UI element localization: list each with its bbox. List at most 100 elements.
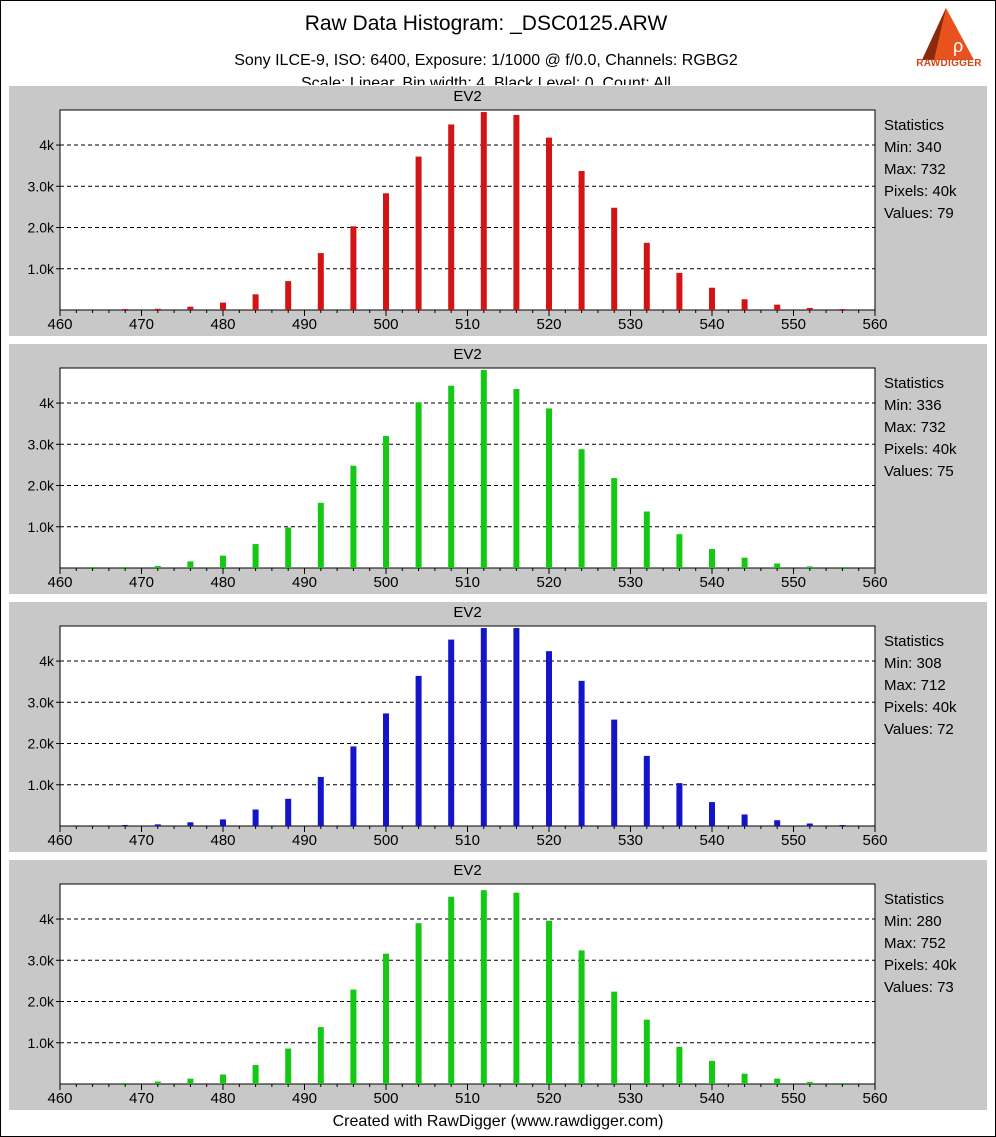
histogram-bar	[285, 1048, 292, 1084]
histogram-bar	[122, 309, 129, 310]
histogram-bar	[187, 561, 194, 568]
histogram-bar	[220, 555, 226, 568]
chart-subtitle: Sony ILCE-9, ISO: 6400, Exposure: 1/1000…	[234, 52, 738, 69]
stats-values: Values: 72	[884, 721, 954, 738]
histogram-bar	[546, 408, 552, 568]
histogram-bar	[774, 1078, 781, 1084]
histogram-bar	[709, 802, 715, 826]
histogram-bar	[317, 253, 324, 310]
x-tick-label: 510	[455, 574, 480, 591]
histogram-bar	[839, 825, 846, 826]
x-tick-label: 500	[373, 316, 398, 333]
x-tick-label: 490	[292, 1090, 317, 1107]
y-tick-label: 1.0k	[28, 777, 55, 793]
y-tick-label: 2.0k	[28, 478, 55, 494]
plot-area	[59, 625, 876, 827]
histogram-bar	[285, 527, 292, 568]
histogram-bar	[448, 896, 455, 1084]
stats-pixels: Pixels: 40k	[884, 699, 957, 716]
histogram-bar	[154, 308, 161, 310]
histogram-bar	[839, 567, 846, 568]
x-tick-label: 460	[47, 574, 72, 591]
histogram-bar	[643, 511, 650, 568]
histogram-bar	[643, 1019, 650, 1084]
y-tick-label: 3.0k	[28, 178, 55, 194]
x-tick-label: 550	[781, 1090, 806, 1107]
footer-credit: Created with RawDigger (www.rawdigger.co…	[332, 1113, 664, 1130]
histogram-bar	[220, 302, 226, 310]
histogram-bar	[383, 953, 389, 1084]
stats-heading: Statistics	[884, 891, 944, 908]
histogram-bar	[154, 565, 161, 568]
x-tick-label: 490	[292, 316, 317, 333]
histogram-bar	[122, 1083, 129, 1084]
y-tick-label: 3.0k	[28, 436, 55, 452]
stats-heading: Statistics	[884, 117, 944, 134]
panel-title: EV2	[453, 346, 481, 363]
y-tick-label: 4k	[39, 395, 55, 411]
plot-area	[59, 883, 876, 1085]
histogram-bar	[252, 809, 259, 826]
histogram-bar	[611, 207, 618, 310]
x-tick-label: 480	[210, 832, 235, 849]
stats-values: Values: 79	[884, 205, 954, 222]
histogram-bar	[285, 798, 292, 826]
histogram-bar	[741, 814, 748, 826]
y-tick-label: 2.0k	[28, 994, 55, 1010]
histogram-bar	[643, 755, 650, 826]
histogram-bar	[839, 309, 846, 310]
plot-area	[59, 367, 876, 569]
y-tick-label: 2.0k	[28, 736, 55, 752]
histogram-bar	[676, 783, 683, 826]
x-tick-label: 530	[618, 574, 643, 591]
panel-title: EV2	[453, 604, 481, 621]
x-tick-label: 470	[129, 574, 154, 591]
x-tick-label: 480	[210, 316, 235, 333]
histogram-bar	[643, 242, 650, 310]
histogram-bar	[611, 478, 618, 568]
histogram-bar	[513, 628, 520, 826]
histogram-bar	[480, 628, 487, 826]
histogram-bar	[187, 306, 194, 310]
histogram-bar	[709, 549, 715, 568]
histogram-bar	[611, 991, 618, 1084]
histogram-bar	[480, 112, 487, 310]
histogram-bar	[350, 989, 357, 1084]
histogram-bar	[806, 823, 813, 826]
x-tick-label: 510	[455, 316, 480, 333]
histogram-bar	[383, 193, 389, 310]
x-tick-label: 540	[699, 832, 724, 849]
y-tick-label: 4k	[39, 137, 55, 153]
histogram-bar	[252, 294, 259, 310]
x-tick-label: 550	[781, 832, 806, 849]
x-tick-label: 540	[699, 574, 724, 591]
chart-subtitle-clipped: Scale: Linear, Bin width: 4, Black Level…	[301, 75, 671, 85]
histogram-bar	[317, 502, 324, 568]
plot-area	[59, 109, 876, 311]
x-tick-label: 560	[862, 1090, 887, 1107]
histogram-bar	[513, 114, 520, 310]
histogram-bar	[676, 1046, 683, 1084]
stats-values: Values: 73	[884, 979, 954, 996]
x-tick-label: 480	[210, 1090, 235, 1107]
histogram-bar	[741, 1073, 748, 1084]
histogram-bar	[350, 465, 357, 568]
y-tick-label: 1.0k	[28, 519, 55, 535]
x-tick-label: 560	[862, 832, 887, 849]
x-tick-label: 530	[618, 832, 643, 849]
histogram-bar	[122, 567, 129, 568]
histogram-bar	[741, 299, 748, 310]
stats-min: Min: 280	[884, 913, 942, 930]
stats-pixels: Pixels: 40k	[884, 957, 957, 974]
x-tick-label: 520	[536, 316, 561, 333]
histogram-bar	[415, 923, 422, 1084]
histogram-bar	[709, 1060, 715, 1084]
histogram-bar	[774, 563, 781, 568]
histogram-bar	[220, 1074, 226, 1084]
histogram-bar	[741, 557, 748, 568]
x-tick-label: 460	[47, 1090, 72, 1107]
histogram-bar	[676, 272, 683, 310]
panel-title: EV2	[453, 88, 481, 105]
histogram-bar	[806, 307, 813, 310]
